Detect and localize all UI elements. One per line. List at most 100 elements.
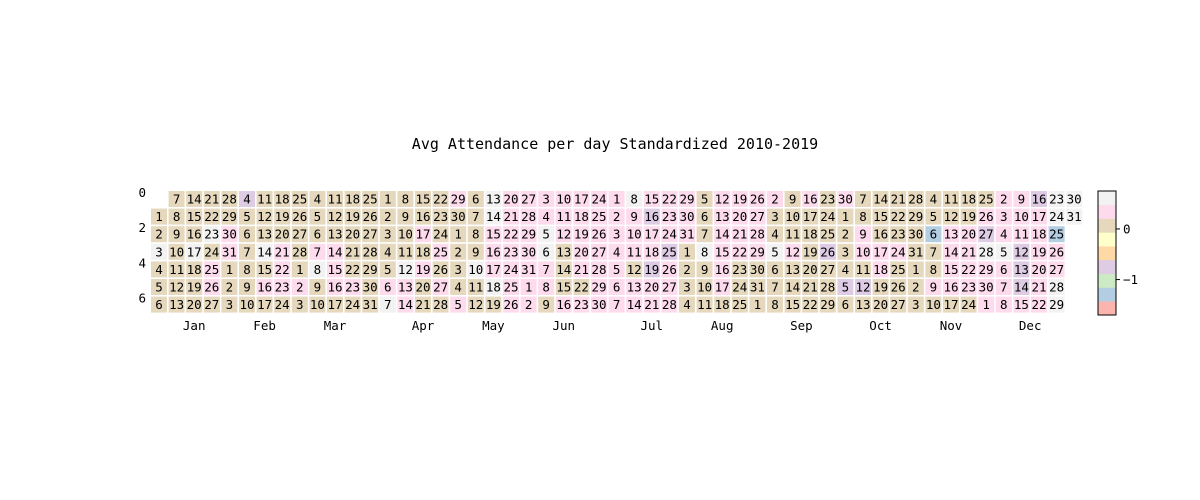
heatmap-cell: [837, 208, 854, 225]
heatmap-cell: [520, 279, 537, 295]
day-number-label: 30: [222, 227, 237, 242]
day-number-label: 8: [472, 227, 480, 242]
heatmap-cell: [855, 296, 871, 313]
heatmap-cell: [503, 243, 519, 260]
day-number-label: 1: [296, 262, 304, 277]
heatmap-cell: [151, 208, 167, 225]
day-number-label: 4: [613, 244, 621, 259]
day-number-label: 6: [472, 192, 480, 207]
heatmap-cell: [643, 208, 660, 225]
heatmap-cell: [1048, 208, 1065, 225]
heatmap-cell: [925, 191, 942, 207]
day-number-label: 5: [842, 280, 850, 295]
day-number-label: 12: [715, 192, 730, 207]
day-number-label: 11: [697, 297, 712, 312]
day-number-label: 31: [750, 280, 765, 295]
heatmap-cell: [767, 226, 783, 243]
heatmap-cell: [714, 279, 731, 295]
heatmap-cell: [274, 261, 291, 278]
day-number-label: 23: [503, 244, 518, 259]
heatmap-cell: [696, 226, 713, 243]
day-number-label: 20: [644, 280, 659, 295]
heatmap-cell: [503, 226, 519, 243]
heatmap-cell: [978, 261, 995, 278]
day-number-label: 15: [873, 209, 888, 224]
day-number-label: 13: [943, 227, 958, 242]
heatmap-cell: [872, 261, 889, 278]
day-number-label: 9: [789, 192, 797, 207]
day-number-label: 25: [433, 244, 448, 259]
day-number-label: 21: [345, 244, 360, 259]
heatmap-cell: [573, 261, 590, 278]
heatmap-cell: [1031, 208, 1047, 225]
day-number-label: 23: [961, 280, 976, 295]
heatmap-cell: [168, 261, 185, 278]
heatmap-cell: [679, 261, 695, 278]
day-number-label: 31: [363, 297, 378, 312]
day-number-label: 8: [314, 262, 322, 277]
day-number-label: 19: [732, 192, 747, 207]
month-tick-label: Oct: [869, 318, 892, 333]
day-number-label: 20: [732, 209, 747, 224]
day-number-label: 14: [627, 297, 642, 312]
day-number-label: 25: [204, 262, 219, 277]
day-number-label: 24: [345, 297, 360, 312]
heatmap-cell: [520, 208, 537, 225]
day-number-label: 19: [574, 227, 589, 242]
heatmap-cell: [239, 243, 255, 260]
heatmap-cell: [203, 191, 220, 207]
heatmap-cell: [1031, 226, 1047, 243]
day-number-label: 25: [979, 192, 994, 207]
heatmap-cell: [907, 296, 924, 313]
day-number-label: 3: [771, 209, 779, 224]
chart-title: Avg Attendance per day Standardized 2010…: [412, 135, 818, 153]
day-number-label: 28: [979, 244, 994, 259]
heatmap-cell: [432, 191, 449, 207]
heatmap-cell: [467, 296, 484, 313]
heatmap-cell: [573, 296, 590, 313]
day-number-label: 27: [820, 262, 835, 277]
colorbar-band: [1098, 246, 1116, 261]
day-number-label: 28: [750, 227, 765, 242]
heatmap-cell: [925, 208, 942, 225]
heatmap-cell: [186, 191, 203, 207]
heatmap-cell: [520, 243, 537, 260]
day-number-label: 21: [574, 262, 589, 277]
day-number-label: 26: [820, 244, 835, 259]
day-number-label: 8: [859, 209, 867, 224]
heatmap-cell: [890, 296, 907, 313]
colorbar-band: [1098, 259, 1116, 274]
day-number-label: 12: [398, 262, 413, 277]
heatmap-cell: [555, 243, 572, 260]
heatmap-cell: [221, 296, 238, 313]
day-number-label: 12: [855, 280, 870, 295]
day-number-label: 18: [275, 192, 290, 207]
day-number-label: 29: [679, 192, 694, 207]
colorbar-band: [1098, 301, 1116, 316]
month-tick-label: Sep: [790, 318, 813, 333]
heatmap-cell: [995, 208, 1012, 225]
colorbar: 0 −1: [1097, 190, 1138, 316]
y-tick-label: 6: [138, 291, 146, 306]
heatmap-cell: [1048, 279, 1065, 295]
heatmap-cell: [291, 279, 308, 295]
day-number-label: 26: [204, 280, 219, 295]
heatmap-cell: [309, 226, 326, 243]
heatmap-cell: [344, 296, 361, 313]
day-number-label: 24: [275, 297, 290, 312]
day-number-label: 23: [574, 297, 589, 312]
day-number-label: 20: [1031, 262, 1046, 277]
heatmap-cell: [731, 191, 748, 207]
heatmap-cell: [485, 208, 502, 225]
heatmap-cell: [608, 191, 625, 207]
day-number-label: 12: [785, 244, 800, 259]
heatmap-cell: [151, 296, 167, 313]
heatmap-cell: [925, 296, 942, 313]
heatmap-cell: [978, 208, 995, 225]
day-number-label: 23: [820, 192, 835, 207]
day-number-label: 8: [930, 262, 938, 277]
day-number-label: 6: [701, 209, 709, 224]
heatmap-cell: [943, 261, 959, 278]
heatmap-cell: [907, 226, 924, 243]
heatmap-cell: [749, 296, 766, 313]
